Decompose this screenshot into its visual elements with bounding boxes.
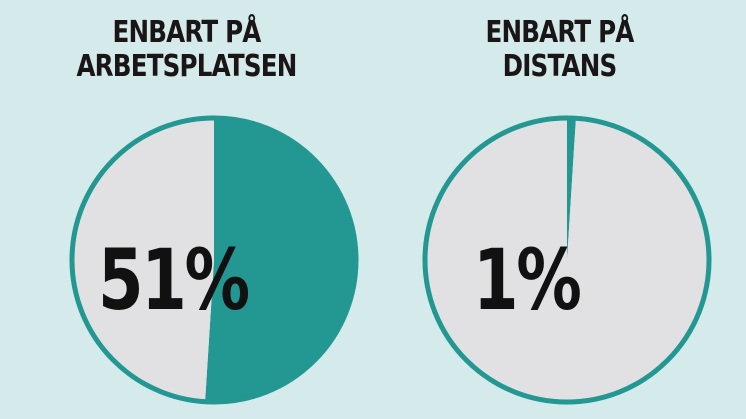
pie-slice-remainder [425, 118, 709, 402]
pie-chart [69, 115, 359, 405]
pie-slice-value [567, 118, 576, 260]
pie-outline [422, 115, 712, 405]
chart-title-line-2: DISTANS [502, 49, 618, 84]
pie-panel-arbetsplatsen: ENBART PÅ ARBETSPLATSEN 51% [34, 16, 359, 405]
chart-title: ENBART PÅ DISTANS [407, 16, 713, 84]
percentage-label: 51% [98, 231, 250, 329]
chart-title: ENBART PÅ ARBETSPLATSEN [34, 16, 340, 84]
chart-title-line-1: ENBART PÅ [112, 15, 261, 50]
chart-title-line-2: ARBETSPLATSEN [76, 49, 297, 84]
pie-outline [69, 115, 359, 405]
chart-title-line-1: ENBART PÅ [485, 15, 634, 50]
pie-slice-remainder [72, 118, 214, 402]
pie-slice-value [205, 118, 357, 403]
pie-chart [422, 115, 712, 405]
pie-panel-distans: ENBART PÅ DISTANS 1% [373, 0, 746, 419]
percentage-label: 1% [473, 231, 582, 329]
